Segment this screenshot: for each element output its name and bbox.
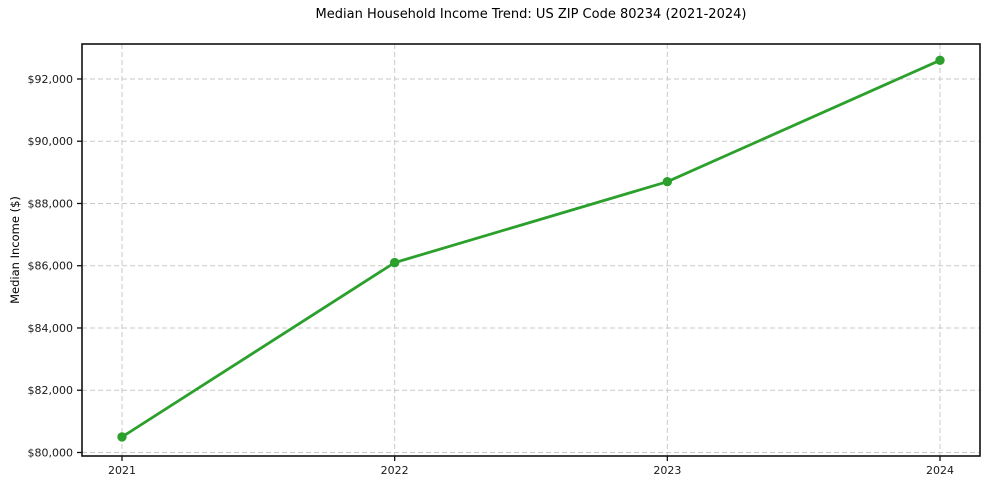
y-tick-label: $86,000 (28, 260, 74, 273)
x-tick-label: 2023 (653, 464, 681, 477)
data-point (662, 176, 673, 187)
y-tick-label: $92,000 (28, 73, 74, 86)
y-tick-label: $82,000 (28, 384, 74, 397)
chart-title: Median Household Income Trend: US ZIP Co… (315, 7, 747, 22)
plot-border (81, 43, 981, 457)
x-tick-label: 2022 (381, 464, 409, 477)
y-tick-label: $90,000 (28, 135, 74, 148)
data-point (935, 55, 945, 66)
x-tick-label: 2021 (108, 464, 136, 477)
y-tick-label: $80,000 (28, 446, 74, 459)
data-point (389, 257, 400, 268)
y-tick-label: $84,000 (28, 322, 74, 335)
y-tick-label: $88,000 (28, 197, 74, 210)
data-point (117, 432, 127, 442)
x-tick-label: 2024 (926, 464, 954, 477)
trend-line (120, 58, 942, 439)
